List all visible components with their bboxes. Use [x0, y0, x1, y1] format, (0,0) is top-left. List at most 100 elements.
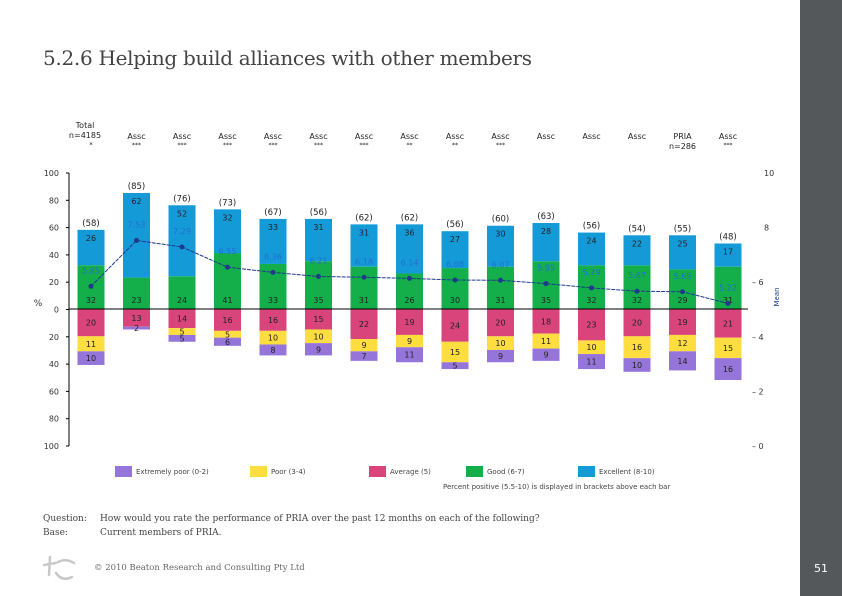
category-sig: ***: [496, 142, 505, 149]
bar-segment-extremely_poor: [350, 351, 378, 361]
bar-label-good: 23: [131, 296, 141, 305]
bar-label-excellent: 25: [677, 239, 687, 248]
bar-segment-poor: [578, 340, 605, 355]
bar-label-extremely_poor: 9: [498, 352, 503, 361]
bar-segment-extremely_poor: [77, 351, 105, 365]
stacked-bar-chart: 100 80 60 40 20 0 20 40 60 80 100% 10 8 – 6 – 4 – 2 – 0 M…: [34, 121, 781, 451]
category-sig: ***: [132, 142, 141, 149]
question-label: Question:: [43, 514, 87, 524]
category-sublabel: n=286: [669, 142, 696, 151]
bar-segment-excellent: [214, 209, 241, 254]
bar-label-average: 19: [404, 318, 414, 327]
mean-label: 5.22: [719, 283, 737, 292]
bar-label-poor: 10: [268, 334, 278, 343]
bar-segment-good: [441, 268, 469, 309]
category-label: Assc: [355, 132, 373, 141]
base-text: Current members of PRIA.: [100, 528, 222, 538]
bar-label-average: 20: [632, 319, 642, 328]
bar-segment-good: [623, 265, 651, 309]
bar-segment-excellent: [396, 224, 423, 274]
percent-positive-label: (67): [264, 208, 281, 218]
bar-segment-average: [578, 309, 605, 341]
bar-label-good: 32: [632, 296, 642, 305]
bar-label-poor: 9: [361, 341, 366, 350]
bar-segment-poor: [214, 330, 241, 338]
mean-point: [134, 237, 139, 243]
bar-label-average: 21: [723, 319, 733, 328]
bar-segment-average: [350, 309, 378, 340]
bar-label-excellent: 36: [404, 228, 414, 237]
bar-label-poor: 11: [86, 340, 96, 349]
bar-label-good: 32: [586, 296, 596, 305]
mean-label: 7.53: [128, 220, 146, 229]
bar-segment-average: [77, 309, 105, 337]
mean-point: [316, 273, 321, 279]
bar-segment-average: [669, 309, 696, 335]
bar-label-poor: 10: [495, 339, 505, 348]
percent-positive-label: (76): [173, 194, 190, 204]
bar-label-extremely_poor: 9: [543, 351, 548, 360]
y2-tick-label: 8: [764, 224, 769, 233]
bar-label-extremely_poor: 9: [316, 345, 321, 354]
mean-label: 5.67: [628, 271, 646, 280]
mean-point: [88, 283, 94, 289]
bar-segment-average: [123, 309, 150, 327]
bar-label-poor: 11: [541, 337, 551, 346]
mean-point: [361, 274, 367, 280]
percent-positive-label: (55): [674, 224, 691, 234]
bar-label-excellent: 28: [541, 227, 551, 236]
mean-label: 6.08: [446, 260, 464, 269]
bar-segment-average: [259, 309, 287, 331]
y2-tick-label: – 6: [752, 278, 764, 287]
bar-label-extremely_poor: 11: [586, 358, 596, 367]
legend-swatch: [115, 466, 132, 477]
bar-label-good: 35: [313, 296, 323, 305]
mean-point: [407, 275, 412, 281]
bar-label-extremely_poor: 14: [677, 357, 687, 366]
bar-segment-excellent: [487, 225, 514, 267]
mean-point: [589, 285, 594, 291]
y-tick-label: 80: [49, 196, 59, 205]
bar-label-good: 29: [677, 296, 687, 305]
y-tick-label: 80: [49, 415, 59, 424]
mean-label: 5.79: [583, 268, 601, 277]
category-sig: ***: [269, 142, 278, 149]
bar-label-good: 33: [268, 296, 278, 305]
bar-segment-good: [168, 276, 196, 309]
bar-label-excellent: 27: [450, 235, 460, 244]
bar-segment-good: [487, 266, 514, 309]
bar-segment-average: [396, 309, 423, 335]
y2-tick-label: – 4: [752, 333, 764, 342]
bar-label-good: 31: [359, 296, 369, 305]
right-sidebar: [800, 0, 842, 596]
bar-segment-extremely_poor: [396, 347, 423, 363]
percent-positive-label: (56): [583, 222, 600, 232]
y-tick-label: 20: [49, 278, 59, 287]
bar-label-poor: 16: [632, 343, 642, 352]
percent-positive-label: (62): [355, 213, 372, 223]
legend-label: Excellent (8-10): [599, 467, 655, 476]
base-label: Base:: [43, 528, 68, 538]
bar-label-good: 31: [495, 296, 505, 305]
chart-legend: Extremely poor (0-2) Poor (3-4) Average (5…: [0, 466, 800, 480]
legend-label: Poor (3-4): [271, 467, 306, 476]
legend-label: Average (5): [390, 467, 431, 476]
page-number: 51: [814, 562, 828, 575]
bar-segment-excellent: [123, 192, 150, 278]
bar-label-extremely_poor: 2: [134, 324, 139, 333]
chart-footnote: Percent positive (5.5-10) is displayed i…: [443, 483, 671, 491]
mean-point: [498, 277, 503, 283]
bar-label-average: 16: [268, 316, 278, 325]
bar-label-good: 30: [450, 296, 460, 305]
mean-label: 6.07: [492, 260, 510, 269]
category-label: Assc: [127, 132, 145, 141]
bar-label-average: 15: [313, 315, 323, 324]
bar-segment-extremely_poor: [623, 358, 651, 372]
bar-label-excellent: 22: [632, 239, 642, 248]
bar-segment-excellent: [305, 218, 332, 262]
category-label: Assc: [582, 132, 600, 141]
category-label: PRIA: [673, 132, 692, 141]
bar-segment-poor: [396, 334, 423, 348]
category-label: Total: [75, 121, 95, 130]
bar-segment-average: [168, 309, 196, 329]
